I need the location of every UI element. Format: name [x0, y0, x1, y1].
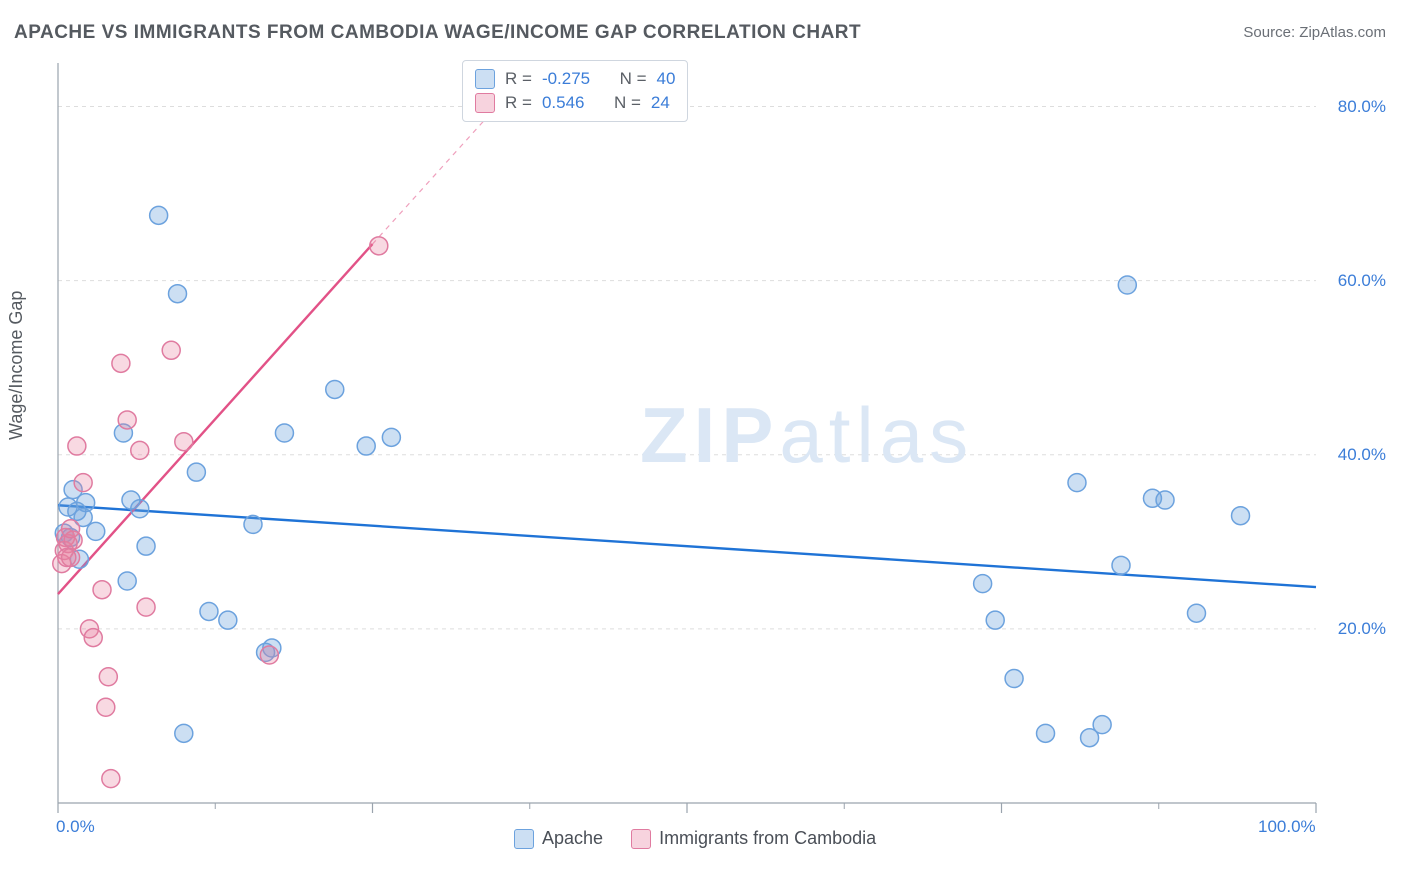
- point-cambodia: [162, 341, 180, 359]
- source-link[interactable]: ZipAtlas.com: [1299, 24, 1386, 41]
- point-apache: [326, 380, 344, 398]
- y-tick-label: 20.0%: [1338, 619, 1386, 639]
- point-cambodia: [260, 646, 278, 664]
- y-tick-label: 80.0%: [1338, 97, 1386, 117]
- legend-n-value: 40: [657, 67, 676, 91]
- point-cambodia: [137, 598, 155, 616]
- point-cambodia: [74, 474, 92, 492]
- legend-item: Apache: [514, 828, 603, 849]
- legend-r-label: R =: [505, 67, 532, 91]
- point-cambodia: [84, 629, 102, 647]
- legend-row: R = -0.275 N = 40: [475, 67, 675, 91]
- point-apache: [200, 602, 218, 620]
- point-cambodia: [175, 433, 193, 451]
- y-tick-label: 60.0%: [1338, 271, 1386, 291]
- point-apache: [986, 611, 1004, 629]
- point-apache: [219, 611, 237, 629]
- x-tick-label: 100.0%: [1258, 817, 1316, 837]
- source-prefix: Source:: [1243, 24, 1299, 41]
- point-cambodia: [102, 770, 120, 788]
- point-apache: [1037, 724, 1055, 742]
- correlation-chart: [50, 55, 1360, 815]
- chart-title: APACHE VS IMMIGRANTS FROM CAMBODIA WAGE/…: [14, 22, 861, 44]
- point-apache: [1093, 716, 1111, 734]
- point-apache: [118, 572, 136, 590]
- point-cambodia: [62, 520, 80, 538]
- point-apache: [275, 424, 293, 442]
- point-apache: [150, 206, 168, 224]
- legend-row: R = 0.546 N = 24: [475, 91, 675, 115]
- point-apache: [357, 437, 375, 455]
- point-apache: [1005, 670, 1023, 688]
- point-apache: [77, 494, 95, 512]
- legend-series: Apache Immigrants from Cambodia: [514, 828, 876, 849]
- legend-n-label: N =: [620, 67, 647, 91]
- legend-series-label: Immigrants from Cambodia: [659, 828, 876, 849]
- y-tick-label: 40.0%: [1338, 445, 1386, 465]
- legend-swatch: [514, 829, 534, 849]
- point-apache: [1068, 474, 1086, 492]
- point-apache: [1118, 276, 1136, 294]
- legend-series-label: Apache: [542, 828, 603, 849]
- point-apache: [137, 537, 155, 555]
- legend-swatch: [631, 829, 651, 849]
- point-apache: [175, 724, 193, 742]
- legend-r-value: -0.275: [542, 67, 590, 91]
- point-cambodia: [58, 548, 76, 566]
- point-apache: [1112, 556, 1130, 574]
- source-label: Source: ZipAtlas.com: [1243, 24, 1386, 41]
- legend-n-label: N =: [614, 91, 641, 115]
- point-cambodia: [118, 411, 136, 429]
- legend-r-value: 0.546: [542, 91, 585, 115]
- y-axis-label: Wage/Income Gap: [6, 291, 27, 440]
- point-apache: [382, 428, 400, 446]
- point-apache: [187, 463, 205, 481]
- legend-swatch: [475, 69, 495, 89]
- point-cambodia: [68, 437, 86, 455]
- point-apache: [1156, 491, 1174, 509]
- x-tick-label: 0.0%: [56, 817, 95, 837]
- point-cambodia: [131, 441, 149, 459]
- legend-item: Immigrants from Cambodia: [631, 828, 876, 849]
- point-apache: [1187, 604, 1205, 622]
- point-apache: [87, 522, 105, 540]
- point-cambodia: [93, 581, 111, 599]
- point-cambodia: [370, 237, 388, 255]
- point-apache: [1232, 507, 1250, 525]
- legend-correlation-box: R =-0.275 N =40R = 0.546 N =24: [462, 60, 688, 122]
- point-apache: [169, 285, 187, 303]
- legend-n-value: 24: [651, 91, 670, 115]
- point-cambodia: [112, 354, 130, 372]
- point-apache: [244, 515, 262, 533]
- legend-swatch: [475, 93, 495, 113]
- point-apache: [974, 575, 992, 593]
- point-cambodia: [97, 698, 115, 716]
- point-cambodia: [99, 668, 117, 686]
- legend-r-label: R =: [505, 91, 532, 115]
- point-apache: [131, 500, 149, 518]
